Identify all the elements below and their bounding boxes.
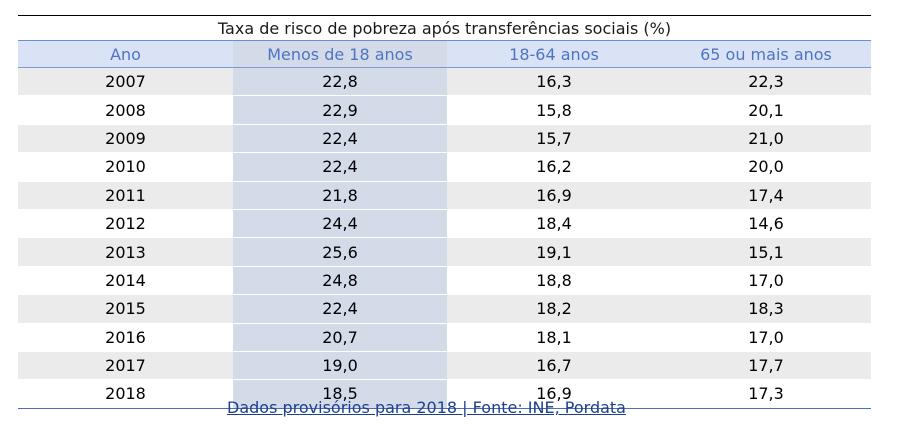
year-cell: 2009 (18, 124, 233, 154)
under-18-cell: 22,4 (233, 294, 447, 324)
under-18-cell: 20,7 (233, 323, 447, 352)
age-65-plus-cell: 22,3 (661, 67, 871, 97)
age-18-64-cell: 16,3 (447, 67, 661, 97)
table-row: 2008 22,9 15,8 20,1 (18, 95, 871, 125)
age-65-plus-cell: 17,0 (661, 266, 871, 296)
age-65-plus-cell: 17,4 (661, 181, 871, 210)
footnote-text: Dados provisórios para 2018 | Fonte: INE… (227, 398, 626, 417)
year-cell: 2015 (18, 294, 233, 324)
year-cell: 2014 (18, 266, 233, 296)
table-row: 2010 22,4 16,2 20,0 (18, 152, 871, 182)
poverty-rate-table: Ano Menos de 18 anos 18-64 anos 65 ou ma… (18, 41, 871, 409)
age-65-plus-cell: 20,1 (661, 95, 871, 125)
age-18-64-cell: 15,8 (447, 95, 661, 125)
table-row: 2018 18,5 16,9 17,3 (18, 379, 871, 409)
under-18-cell: 22,4 (233, 152, 447, 182)
age-65-plus-cell: 18,3 (661, 294, 871, 324)
poverty-rate-table-figure: Taxa de risco de pobreza após transferên… (18, 15, 871, 409)
column-header-65-plus: 65 ou mais anos (661, 41, 871, 68)
age-65-plus-cell: 21,0 (661, 124, 871, 154)
age-18-64-cell: 15,7 (447, 124, 661, 154)
year-cell: 2007 (18, 67, 233, 97)
table-header: Ano Menos de 18 anos 18-64 anos 65 ou ma… (18, 41, 871, 68)
age-18-64-cell: 16,7 (447, 351, 661, 381)
year-cell: 2016 (18, 323, 233, 352)
under-18-cell: 25,6 (233, 237, 447, 267)
source-footnote: Dados provisórios para 2018 | Fonte: INE… (0, 398, 853, 417)
under-18-cell: 22,8 (233, 67, 447, 97)
year-cell: 2018 (18, 379, 233, 409)
table-title: Taxa de risco de pobreza após transferên… (18, 15, 871, 41)
under-18-cell: 22,9 (233, 95, 447, 125)
table-row: 2016 20,7 18,1 17,0 (18, 323, 871, 352)
year-cell: 2012 (18, 209, 233, 239)
table-row: 2007 22,8 16,3 22,3 (18, 67, 871, 97)
under-18-cell: 22,4 (233, 124, 447, 154)
table-row: 2015 22,4 18,2 18,3 (18, 294, 871, 324)
table-row: 2011 21,8 16,9 17,4 (18, 181, 871, 210)
age-18-64-cell: 18,2 (447, 294, 661, 324)
table-body: 2007 22,8 16,3 22,3 2008 22,9 15,8 20,1 2009 22,4… (18, 67, 871, 409)
under-18-cell: 24,8 (233, 266, 447, 296)
header-row: Ano Menos de 18 anos 18-64 anos 65 ou ma… (18, 41, 871, 68)
under-18-cell: 19,0 (233, 351, 447, 381)
year-cell: 2011 (18, 181, 233, 210)
year-cell: 2017 (18, 351, 233, 381)
age-65-plus-cell: 15,1 (661, 237, 871, 267)
table-row: 2012 24,4 18,4 14,6 (18, 209, 871, 239)
year-cell: 2008 (18, 95, 233, 125)
under-18-cell: 18,5 (233, 379, 447, 409)
year-cell: 2010 (18, 152, 233, 182)
column-header-18-64: 18-64 anos (447, 41, 661, 68)
age-18-64-cell: 18,1 (447, 323, 661, 352)
under-18-cell: 24,4 (233, 209, 447, 239)
year-cell: 2013 (18, 237, 233, 267)
age-65-plus-cell: 14,6 (661, 209, 871, 239)
age-18-64-cell: 16,2 (447, 152, 661, 182)
age-65-plus-cell: 17,7 (661, 351, 871, 381)
table-row: 2014 24,8 18,8 17,0 (18, 266, 871, 296)
age-18-64-cell: 19,1 (447, 237, 661, 267)
column-header-under-18: Menos de 18 anos (233, 41, 447, 68)
age-18-64-cell: 18,4 (447, 209, 661, 239)
age-65-plus-cell: 20,0 (661, 152, 871, 182)
age-18-64-cell: 18,8 (447, 266, 661, 296)
age-65-plus-cell: 17,3 (661, 379, 871, 409)
table-row: 2009 22,4 15,7 21,0 (18, 124, 871, 154)
table-row: 2017 19,0 16,7 17,7 (18, 351, 871, 381)
column-header-year: Ano (18, 41, 233, 68)
age-65-plus-cell: 17,0 (661, 323, 871, 352)
age-18-64-cell: 16,9 (447, 181, 661, 210)
under-18-cell: 21,8 (233, 181, 447, 210)
table-row: 2013 25,6 19,1 15,1 (18, 237, 871, 267)
age-18-64-cell: 16,9 (447, 379, 661, 409)
